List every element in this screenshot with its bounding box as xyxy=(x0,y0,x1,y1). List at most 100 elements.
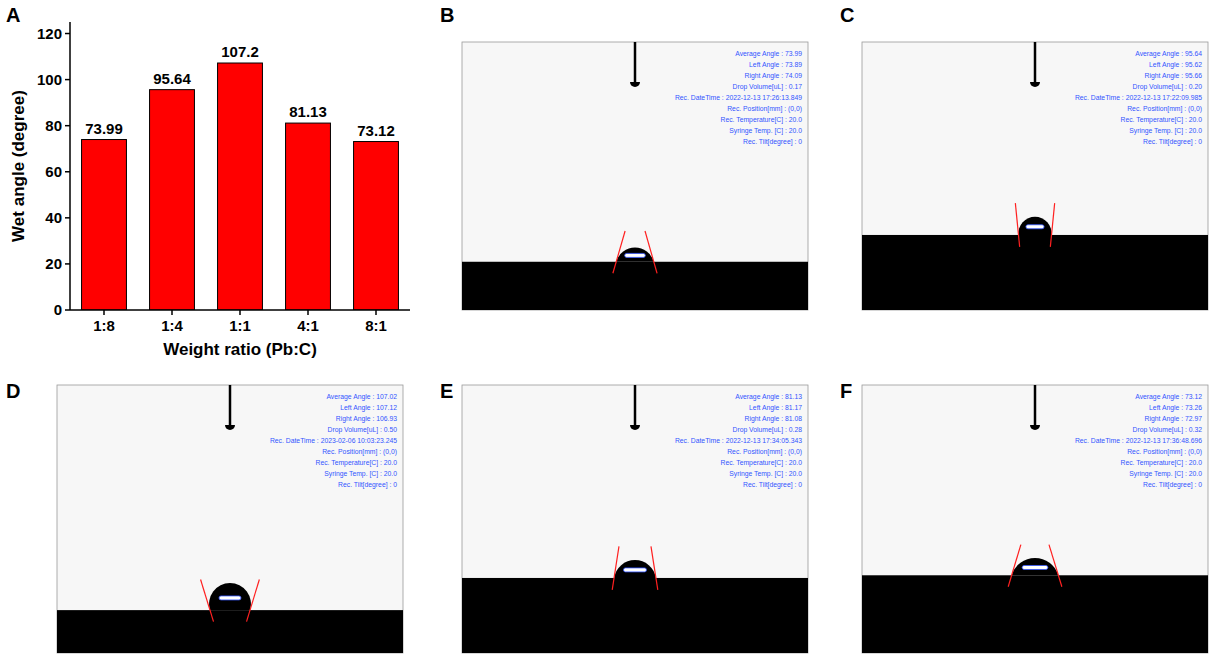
needle-tip xyxy=(1030,425,1040,430)
readout-field: Average Angle : xyxy=(735,50,785,58)
readout-field: Rec. Temperature[C] : xyxy=(316,459,384,467)
needle-tip xyxy=(1030,82,1040,87)
needle xyxy=(634,42,637,82)
tangent-line xyxy=(645,231,657,273)
tangent-line xyxy=(201,580,214,622)
readout-field: Syringe Temp. [C] : xyxy=(729,470,789,478)
readout-value: 0 xyxy=(1198,481,1202,488)
y-tick-label: 40 xyxy=(45,209,62,226)
readout-line: Average Angle : 73.12 xyxy=(1135,393,1202,401)
readout-line: Rec. Temperature[C] : 20.0 xyxy=(721,116,803,124)
readout-line: Drop Volume[uL] : 0.17 xyxy=(732,83,802,91)
drop-image: Average Angle : 73.99 Left Angle : 73.89 R… xyxy=(462,42,808,310)
x-tick-label: 1:1 xyxy=(229,317,251,334)
readout-value: 81.13 xyxy=(785,393,802,400)
readout-value: 2023-02-06 10:03:23.245 xyxy=(321,437,398,444)
needle-tip xyxy=(225,425,235,430)
readout-field: Left Angle : xyxy=(749,61,785,69)
readout-line: Drop Volume[uL] : 0.32 xyxy=(1132,426,1202,434)
readout-line: Rec. Position[mm] : (0,0) xyxy=(727,105,802,113)
substrate xyxy=(462,578,808,653)
readout-line: Rec. Tilt[degree] : 0 xyxy=(1143,138,1202,146)
figure: A0204060801001201:81:41:14:18:173.9995.6… xyxy=(0,0,1213,659)
x-tick xyxy=(103,310,105,315)
readout-value: 0 xyxy=(1198,138,1202,145)
droplet xyxy=(614,560,656,578)
readout-value: 95.66 xyxy=(1185,72,1202,79)
readout-line: Rec. Temperature[C] : 20.0 xyxy=(316,459,398,467)
readout-line: Rec. Position[mm] : (0,0) xyxy=(1127,105,1202,113)
readout-field: Rec. Temperature[C] : xyxy=(1121,116,1189,124)
readout-value: 81.08 xyxy=(785,415,802,422)
image-frame xyxy=(862,42,1208,310)
readout-value: 73.99 xyxy=(785,50,802,57)
droplet xyxy=(616,248,654,262)
data-label: 73.12 xyxy=(357,122,395,139)
readout-field: Drop Volume[uL] : xyxy=(327,426,383,434)
readout-value: 106.93 xyxy=(376,415,397,422)
readout-value: 0.17 xyxy=(789,83,802,90)
readout-value: (0,0) xyxy=(1188,448,1202,456)
image-frame xyxy=(57,385,403,653)
panel-label: F xyxy=(840,380,852,402)
readout-value: (0,0) xyxy=(788,105,802,113)
x-tick-label: 4:1 xyxy=(297,317,319,334)
readout-field: Rec. Temperature[C] : xyxy=(721,116,789,124)
data-label: 73.99 xyxy=(85,120,123,137)
panel-label: E xyxy=(440,380,453,402)
readout-value: 0 xyxy=(798,481,802,488)
needle xyxy=(1034,42,1037,82)
readout-value: 72.97 xyxy=(1185,415,1202,422)
readout-value: 73.26 xyxy=(1185,404,1202,411)
readout-field: Rec. DateTime : xyxy=(675,437,726,444)
readout-line: Syringe Temp. [C] : 20.0 xyxy=(1129,470,1202,478)
readout-value: 0.28 xyxy=(789,426,802,433)
drop-image: Average Angle : 81.13Left Angle : 81.17R… xyxy=(462,385,808,653)
readout-value: 0.20 xyxy=(1189,83,1202,90)
needle-tip xyxy=(630,82,640,87)
substrate xyxy=(57,610,403,653)
bars xyxy=(82,63,399,310)
readout-line: Rec. Tilt[degree] : 0 xyxy=(743,138,802,146)
substrate xyxy=(862,235,1208,310)
readout-line: Drop Volume[uL] : 0.50 xyxy=(327,426,397,434)
readout-value: 20.0 xyxy=(789,116,802,123)
readout-line: Left Angle : 73.89 xyxy=(749,61,802,69)
highlight xyxy=(623,568,646,572)
bar xyxy=(82,140,127,310)
readout-field: Drop Volume[uL] : xyxy=(732,426,788,434)
readout-field: Rec. DateTime : xyxy=(1075,437,1126,444)
needle xyxy=(229,385,232,425)
readout-field: Right Angle : xyxy=(745,72,785,80)
x-tick xyxy=(307,310,309,315)
readout-line: Right Angle : 81.08 xyxy=(745,415,803,423)
panel-label: A xyxy=(6,4,20,26)
readout-field: Rec. Tilt[degree] : xyxy=(1143,481,1198,489)
readout-line: Rec. DateTime : 2022-12-13 17:36:48.696 xyxy=(1075,437,1202,444)
readout-value: 20.0 xyxy=(789,459,802,466)
readout-field: Syringe Temp. [C] : xyxy=(1129,470,1189,478)
readout-value: 20.0 xyxy=(1189,470,1202,477)
highlight xyxy=(625,253,646,257)
drop-image: Average Angle : 73.12Left Angle : 73.26R… xyxy=(862,385,1208,653)
readout-line: Rec. DateTime : 2022-12-13 17:26:13.849 xyxy=(675,94,802,101)
readout-value: 95.64 xyxy=(1185,50,1202,57)
y-tick-label: 60 xyxy=(45,163,62,180)
readout-value: 2022-12-13 17:22:09.985 xyxy=(1126,94,1203,101)
readout-value: (0,0) xyxy=(1188,105,1202,113)
readout-line: Drop Volume[uL] : 0.28 xyxy=(732,426,802,434)
x-tick xyxy=(375,310,377,315)
tangent-line xyxy=(612,546,619,589)
y-axis-line xyxy=(69,22,71,310)
readout-field: Left Angle : xyxy=(749,404,785,412)
readout-field: Syringe Temp. [C] : xyxy=(729,127,789,135)
readout-line: Drop Volume[uL] : 0.20 xyxy=(1132,83,1202,91)
readout-value: 20.0 xyxy=(1189,127,1202,134)
readout-line: Average Angle : 95.64 xyxy=(1135,50,1202,58)
y-tick-label: 120 xyxy=(37,25,62,42)
readout-field: Drop Volume[uL] : xyxy=(1132,426,1188,434)
tangent-line xyxy=(613,231,625,273)
drop-image: Average Angle : 95.64 Left Angle : 95.62 R… xyxy=(862,42,1208,310)
readout-value: 95.62 xyxy=(1185,61,1202,68)
readout-field: Left Angle : xyxy=(1149,61,1185,69)
